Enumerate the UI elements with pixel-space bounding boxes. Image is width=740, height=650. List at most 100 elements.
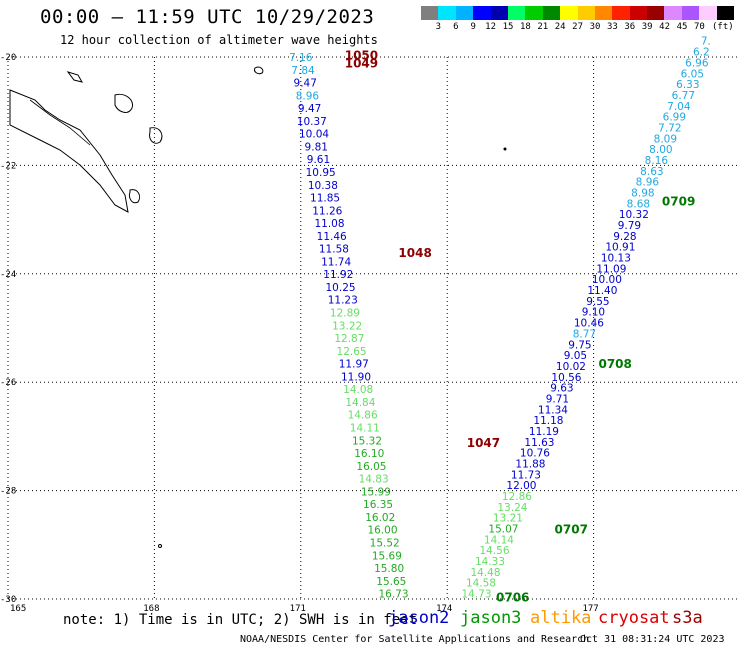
- wave-height-value: 16.02: [365, 512, 395, 524]
- wave-height-value: 8.68: [627, 198, 650, 210]
- wave-height-value: 8.77: [573, 328, 596, 340]
- wave-height-value: 8.00: [649, 144, 672, 156]
- wave-height-value: 9.75: [568, 339, 591, 351]
- wave-height-value: 6.96: [685, 57, 709, 69]
- wave-height-value: 12.86: [502, 491, 532, 503]
- lon-tick-label: 177: [582, 604, 598, 614]
- color-swatch: [681, 6, 700, 20]
- units-note: note: 1) Time is in UTC; 2) SWH is in fe…: [63, 612, 418, 628]
- wave-height-value: 11.63: [524, 437, 554, 449]
- lat-tick-label: -26: [0, 378, 16, 388]
- pass-time-label: 0707: [555, 523, 588, 537]
- wave-height-value: 16.35: [363, 499, 393, 511]
- lat-tick-label: -22: [0, 161, 16, 171]
- wave-height-value: 16.10: [354, 448, 384, 460]
- color-scale-label: 6: [453, 22, 459, 32]
- wave-height-value: 14.86: [348, 410, 378, 422]
- lat-lon-grid: 165 168 171 174 177-20-22-24-26-28-30: [0, 53, 740, 614]
- wave-height-value: 11.90: [341, 371, 371, 383]
- color-scale-label: 21: [537, 22, 549, 32]
- color-scale-label: 42: [659, 22, 671, 32]
- color-swatch: [577, 6, 595, 20]
- wave-height-value: 9.10: [582, 307, 605, 319]
- wave-height-value: 9.47: [298, 103, 321, 115]
- wave-height-value: 14.83: [359, 474, 389, 486]
- color-scale-label: 12: [485, 22, 497, 32]
- wave-height-value: 10.95: [306, 167, 336, 179]
- wave-height-value: 6.05: [681, 68, 704, 80]
- color-swatch: [455, 6, 474, 20]
- color-swatch: [594, 6, 613, 20]
- wave-height-value: 13.22: [332, 320, 362, 332]
- color-scale-label: 45: [676, 22, 688, 32]
- wave-height-value: 11.19: [529, 426, 559, 438]
- wave-height-value: 10.76: [520, 448, 550, 460]
- lon-tick-label: 165: [10, 604, 26, 614]
- pass-time-label: 0706: [496, 590, 529, 604]
- wave-height-value: 10.13: [601, 253, 631, 265]
- wave-height-value: 12.89: [330, 308, 360, 320]
- color-swatch: [612, 6, 630, 20]
- wave-height-value: 15.52: [370, 537, 400, 549]
- color-scale-label: 24: [554, 22, 566, 32]
- wave-height-value: 10.02: [556, 361, 586, 373]
- wave-height-value: 14.58: [466, 578, 496, 590]
- wave-height-value: 15.99: [361, 486, 391, 498]
- lat-tick-label: -24: [0, 270, 16, 280]
- color-swatch: [699, 6, 717, 20]
- wave-height-value: 9.81: [305, 141, 328, 153]
- color-scale-label: 70: [693, 22, 705, 32]
- wave-height-value: 8.16: [645, 155, 669, 167]
- wave-height-value: 7.16: [289, 52, 313, 64]
- wave-height-value: 11.26: [312, 205, 342, 217]
- color-swatch: [490, 6, 508, 20]
- color-swatch: [664, 6, 682, 20]
- wave-height-value: 9.05: [564, 350, 587, 362]
- pass-time-label: 1049: [345, 56, 378, 70]
- wave-height-value: 11.09: [596, 263, 626, 275]
- color-swatch: [647, 6, 665, 20]
- wave-height-value: 6.77: [672, 90, 695, 102]
- color-scale-bar: [421, 6, 735, 20]
- wave-height-value: 14.08: [343, 384, 373, 396]
- color-scale-label: 3: [435, 22, 442, 32]
- wave-height-value: 14.33: [475, 556, 505, 568]
- wave-height-value: 6.99: [663, 112, 686, 124]
- wave-height-value: 16.00: [367, 525, 397, 537]
- wave-height-value: 14.73: [461, 589, 491, 601]
- wave-height-value: 11.85: [310, 193, 340, 205]
- color-swatch: [525, 6, 543, 20]
- wave-height-value: 8.96: [296, 90, 320, 102]
- lon-tick-label: 171: [290, 604, 306, 614]
- wave-height-value: 10.00: [592, 274, 622, 286]
- map-subtitle: 12 hour collection of altimeter wave hei…: [60, 33, 378, 47]
- wave-height-value: 15.80: [374, 563, 404, 575]
- wave-height-value: 14.11: [350, 422, 380, 434]
- color-scale-label: 30: [589, 22, 601, 32]
- wave-height-value: 14.56: [479, 545, 509, 557]
- color-swatch: [716, 6, 735, 20]
- color-scale-label: 39: [641, 22, 653, 32]
- color-swatch: [560, 6, 578, 20]
- legend-jason2: jason2: [388, 608, 450, 628]
- wave-height-value: 11.08: [314, 218, 344, 230]
- color-scale-unit: (ft): [712, 22, 734, 32]
- wave-height-value: 14.84: [345, 397, 375, 409]
- color-swatch: [507, 6, 526, 20]
- footer-timestamp: Oct 31 08:31:24 UTC 2023: [580, 634, 725, 645]
- wave-height-value: 15.65: [376, 576, 406, 588]
- color-swatch: [542, 6, 561, 20]
- wave-height-value: 11.23: [328, 295, 358, 307]
- wave-height-value: 8.63: [640, 166, 663, 178]
- wave-height-value: 11.74: [321, 256, 351, 268]
- wave-height-value: 9.71: [546, 393, 569, 405]
- coastline-new-caledonia: [9, 66, 507, 548]
- wave-height-value: 12.87: [334, 333, 364, 345]
- wave-height-value: 11.97: [339, 359, 369, 371]
- wave-height-value: 16.73: [378, 589, 408, 601]
- wave-height-value: 8.96: [636, 177, 660, 189]
- color-scale-label: 9: [470, 22, 476, 32]
- wave-height-value: 7.84: [291, 65, 315, 77]
